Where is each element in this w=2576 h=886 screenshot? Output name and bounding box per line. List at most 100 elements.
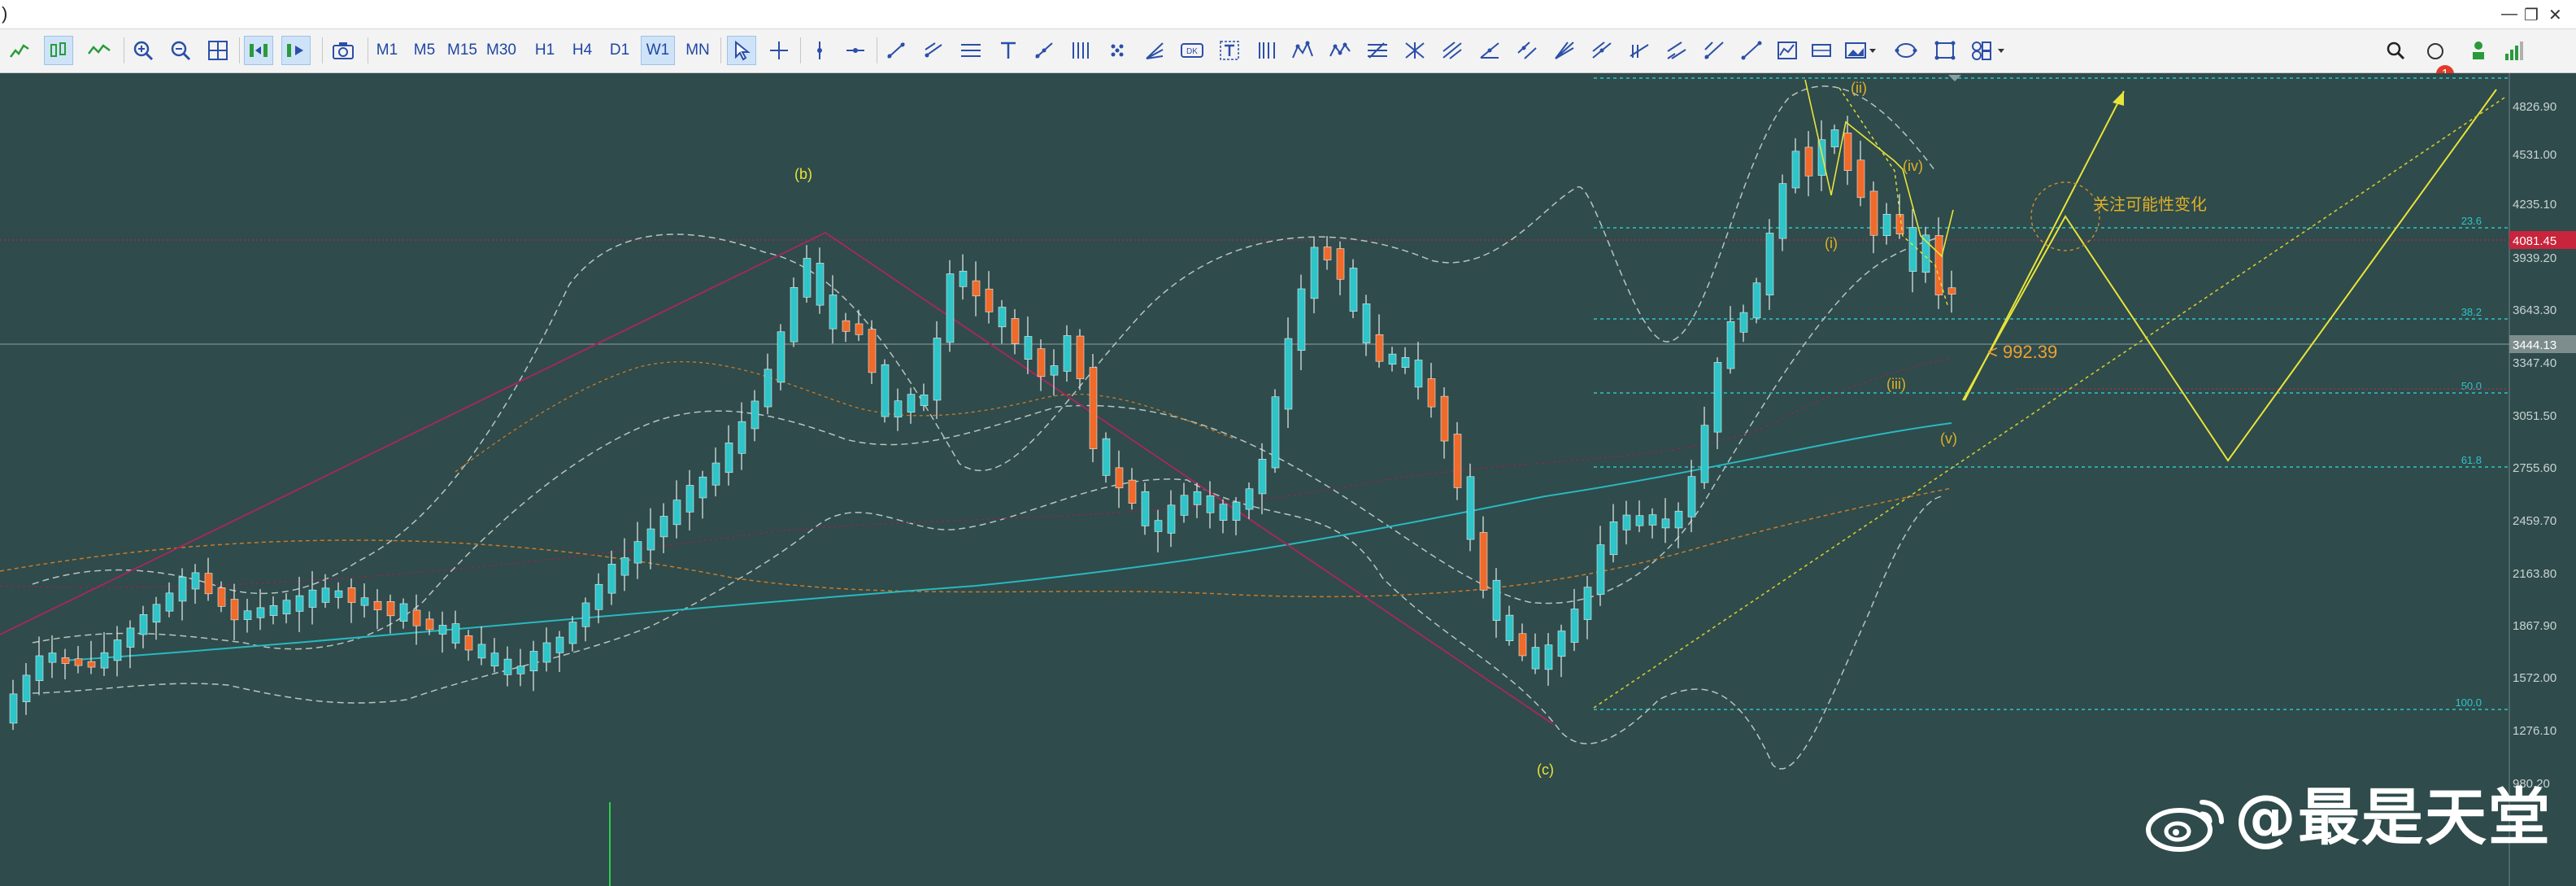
candle — [1492, 579, 1501, 621]
timeframe-m5[interactable]: M5 — [413, 41, 436, 59]
candle — [1232, 501, 1241, 521]
candle — [1895, 214, 1904, 234]
price-label: 4235.10 — [2513, 198, 2556, 212]
chart-shift-icon[interactable] — [281, 36, 311, 65]
text-label-icon[interactable] — [1215, 36, 1244, 65]
shapes-dropdown-icon[interactable] — [1968, 36, 2012, 65]
candle — [972, 280, 981, 297]
search-icon[interactable] — [2381, 36, 2410, 65]
rectangle-icon[interactable] — [1807, 36, 1836, 65]
grid-icon[interactable] — [203, 36, 233, 65]
candle — [321, 587, 330, 603]
gann-icon[interactable] — [1363, 36, 1392, 65]
chart-background — [0, 73, 2576, 886]
candle — [1752, 282, 1761, 319]
fan-icon[interactable] — [1140, 36, 1169, 65]
candle — [790, 287, 798, 343]
candle — [1037, 348, 1046, 378]
equidistant-channel-icon[interactable] — [1737, 36, 1766, 65]
candle — [100, 652, 109, 669]
line-chart-icon[interactable] — [7, 36, 36, 65]
signal-icon[interactable] — [2464, 36, 2493, 65]
arrow-line-icon[interactable] — [1029, 36, 1059, 65]
pitchfork-icon[interactable] — [1065, 36, 1094, 65]
fibo-channel-icon[interactable] — [1662, 36, 1691, 65]
price-chart[interactable]: 23.6 38.2 50.0 61.8 100.0 (b) (c) (i) (i… — [0, 73, 2576, 886]
candle — [1167, 504, 1176, 534]
angle-line-icon[interactable] — [1475, 36, 1504, 65]
candle — [607, 564, 616, 594]
vertical-line-icon[interactable] — [805, 36, 834, 65]
elliott-wave-dashed — [1838, 87, 1949, 308]
timeframe-m1[interactable]: M1 — [376, 41, 398, 59]
candle — [659, 516, 668, 538]
close-icon[interactable]: ✕ — [2548, 7, 2562, 24]
horizontal-line-icon[interactable] — [841, 36, 870, 65]
window-title-fragment: ) — [2, 3, 8, 24]
elliott-wave-lines — [1804, 79, 1954, 258]
fibo-retracement-icon[interactable] — [1325, 36, 1355, 65]
screenshot-icon[interactable] — [329, 36, 358, 65]
candle — [1349, 268, 1358, 312]
candle — [1609, 522, 1618, 556]
ellipse-icon[interactable] — [1891, 36, 1921, 65]
cycle-lines-icon[interactable] — [1400, 36, 1429, 65]
timeframe-h4[interactable]: H4 — [572, 41, 593, 59]
label-icon[interactable]: DK — [1177, 36, 1207, 65]
timeframe-mn[interactable]: MN — [685, 41, 710, 59]
candle — [1180, 495, 1189, 516]
candle — [959, 270, 968, 287]
text-icon[interactable] — [994, 36, 1023, 65]
candle-chart-icon[interactable] — [44, 36, 73, 65]
restore-icon[interactable]: ❐ — [2524, 7, 2539, 24]
candle — [1570, 609, 1579, 643]
regression-icon[interactable] — [1438, 36, 1467, 65]
candle — [269, 604, 278, 616]
candle — [1830, 129, 1839, 147]
shift-marker[interactable] — [1948, 75, 1961, 81]
ray-icon[interactable] — [919, 36, 948, 65]
candle — [464, 635, 473, 651]
candle — [386, 601, 395, 617]
frame-icon[interactable] — [1930, 36, 1960, 65]
trend-by-angle-icon[interactable] — [1699, 36, 1729, 65]
fib-label-61: 61.8 — [2461, 454, 2482, 466]
candle — [542, 642, 551, 663]
zoom-out-icon[interactable] — [166, 36, 195, 65]
candle — [751, 400, 759, 430]
fibo-fan-icon[interactable] — [1550, 36, 1579, 65]
chart-window-icon[interactable] — [1773, 36, 1802, 65]
candle — [685, 485, 694, 513]
channel-icon[interactable] — [956, 36, 986, 65]
fibo-arcs-icon[interactable] — [1587, 36, 1617, 65]
fibo-expansion-icon[interactable] — [1625, 36, 1654, 65]
parallel-lines-icon[interactable] — [1512, 36, 1542, 65]
crosshair-icon[interactable] — [764, 36, 794, 65]
candle — [516, 666, 525, 674]
trendline-icon[interactable] — [881, 36, 911, 65]
elliott-icon[interactable] — [1288, 36, 1317, 65]
autoscroll-icon[interactable] — [244, 36, 273, 65]
bar-chart-icon[interactable] — [85, 36, 114, 65]
andrews-icon[interactable] — [1103, 36, 1132, 65]
candle — [295, 595, 304, 612]
cursor-icon[interactable] — [727, 36, 756, 65]
candle — [1414, 360, 1423, 388]
minimize-icon[interactable]: — — [2501, 5, 2517, 23]
messages-icon[interactable] — [2422, 36, 2451, 65]
fibo-timezones-icon[interactable] — [1252, 36, 1281, 65]
timeframe-d1[interactable]: D1 — [609, 41, 630, 59]
image-dropdown-icon[interactable] — [1841, 36, 1882, 65]
timeframe-m30[interactable]: M30 — [486, 41, 516, 59]
candle — [1791, 151, 1800, 189]
timeframe-h1[interactable]: H1 — [534, 41, 555, 59]
candle — [1505, 614, 1514, 641]
projection-trendline — [1593, 97, 2505, 709]
candle — [764, 369, 772, 408]
candle — [139, 614, 148, 635]
watermark-text: @最是天堂 — [2234, 781, 2552, 853]
price-label: 2755.60 — [2513, 461, 2556, 475]
timeframe-m15[interactable]: M15 — [447, 41, 477, 59]
zoom-in-icon[interactable] — [128, 36, 158, 65]
timeframe-w1[interactable]: W1 — [641, 36, 675, 65]
